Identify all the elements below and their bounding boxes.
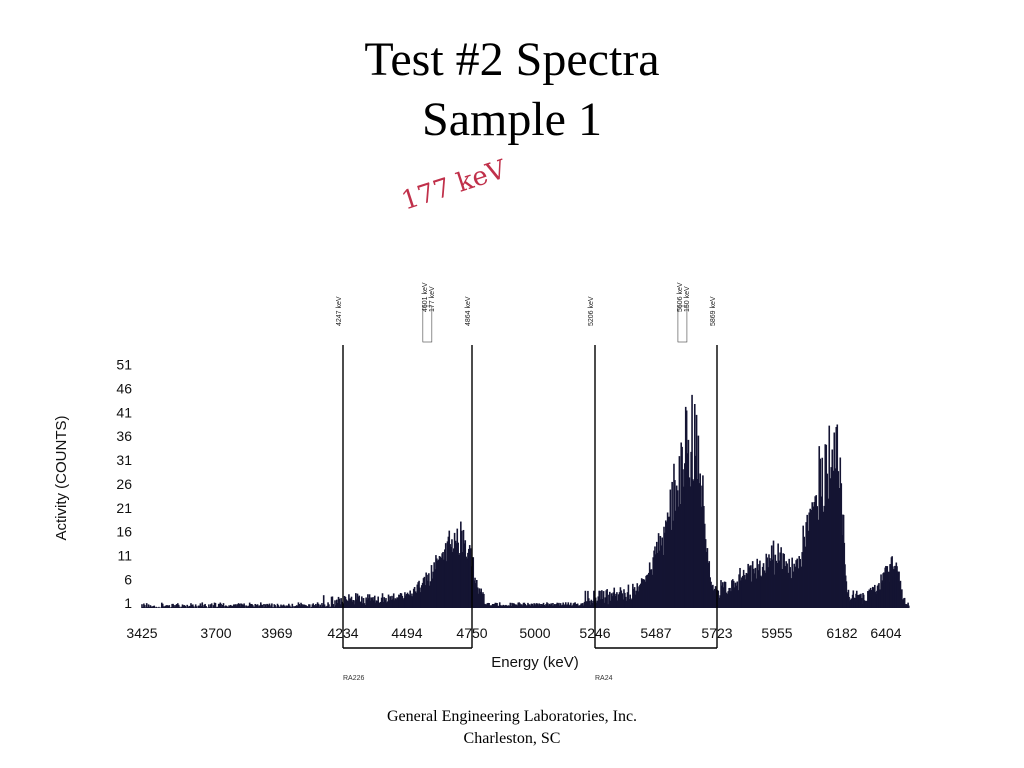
peak-marker-glyph bbox=[422, 305, 433, 343]
footer-location: Charleston, SC bbox=[463, 730, 561, 747]
x-tick-label: 6404 bbox=[870, 625, 901, 641]
peak-annotation: 5206 keV bbox=[588, 296, 595, 326]
x-tick-label: 5487 bbox=[640, 625, 671, 641]
y-tick-label: 16 bbox=[116, 524, 132, 540]
slide-title: Test #2 Spectra Sample 1 bbox=[0, 30, 1024, 150]
peak-annotation: 4601 keV bbox=[422, 282, 429, 312]
region-label: RA226 bbox=[343, 675, 365, 682]
x-axis-label: Energy (keV) bbox=[491, 654, 579, 671]
y-tick-label: 51 bbox=[116, 357, 132, 373]
peak-annotation: 5869 keV bbox=[710, 296, 717, 326]
x-tick-label: 5955 bbox=[761, 625, 792, 641]
x-tick-label: 3425 bbox=[126, 625, 157, 641]
y-axis-label: Activity (COUNTS) bbox=[53, 416, 70, 541]
y-tick-label: 31 bbox=[116, 452, 132, 468]
peak-annotation: 5606 keV bbox=[677, 282, 684, 312]
y-tick-label: 41 bbox=[116, 404, 132, 420]
y-tick-label: 26 bbox=[116, 476, 132, 492]
peak-marker-glyph bbox=[677, 305, 688, 343]
x-tick-label: 6182 bbox=[826, 625, 857, 641]
y-tick-label: 6 bbox=[124, 571, 132, 587]
y-tick-label: 36 bbox=[116, 428, 132, 444]
y-tick-label: 46 bbox=[116, 380, 132, 396]
x-tick-label: 3700 bbox=[200, 625, 231, 641]
peak-annotation: 150 keV bbox=[684, 286, 691, 312]
y-tick-label: 11 bbox=[117, 547, 132, 563]
region-label: RA24 bbox=[595, 675, 613, 682]
footer-company: General Engineering Laboratories, Inc. bbox=[386, 708, 638, 725]
y-tick-label: 1 bbox=[124, 595, 132, 611]
slide-title-line1: Test #2 Spectra bbox=[364, 33, 660, 86]
peak-annotation: 177 keV bbox=[429, 286, 436, 312]
footer: General Engineering Laboratories, Inc. C… bbox=[0, 706, 1024, 750]
x-tick-label: 5000 bbox=[519, 625, 550, 641]
peak-annotation: 4247 keV bbox=[336, 296, 343, 326]
x-tick-label: 3969 bbox=[261, 625, 292, 641]
x-tick-label: 4494 bbox=[391, 625, 422, 641]
peak-annotation: 4864 keV bbox=[465, 296, 472, 326]
slide-title-line2: Sample 1 bbox=[422, 93, 602, 146]
y-tick-label: 21 bbox=[116, 500, 132, 516]
